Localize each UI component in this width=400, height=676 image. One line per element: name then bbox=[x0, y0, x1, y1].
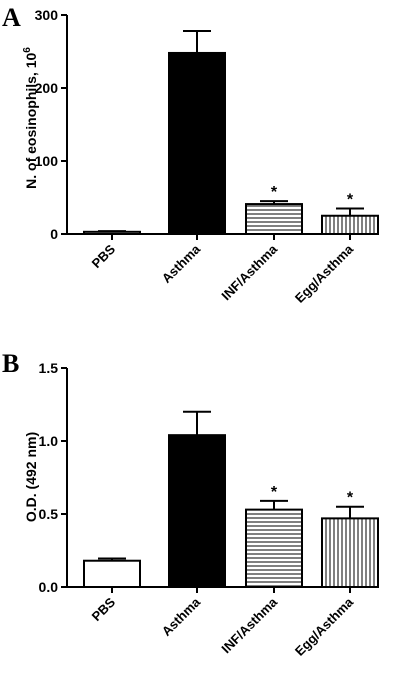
significance-marker: * bbox=[347, 191, 354, 208]
y-tick-label: 100 bbox=[35, 153, 59, 169]
x-tick-label: INF/Asthma bbox=[218, 594, 280, 656]
x-tick-label: Asthma bbox=[159, 594, 204, 639]
x-tick-label: Asthma bbox=[159, 241, 204, 286]
bar bbox=[245, 203, 303, 236]
y-axis-title-b: O.D. (492 nm) bbox=[23, 432, 39, 522]
bar bbox=[321, 517, 379, 589]
bar bbox=[83, 230, 141, 235]
y-tick-label: 0 bbox=[50, 226, 58, 242]
x-tick-label: INF/Asthma bbox=[218, 241, 280, 303]
x-tick-label: PBS bbox=[89, 594, 119, 624]
bar bbox=[168, 51, 226, 235]
bar bbox=[83, 559, 141, 588]
panel-letter-a: A bbox=[2, 3, 21, 32]
y-tick-label: 1.0 bbox=[39, 433, 59, 449]
y-tick-label: 300 bbox=[35, 7, 59, 23]
y-axis-title-a: N. of eosinophils, 106 bbox=[22, 47, 39, 189]
significance-marker: * bbox=[271, 184, 278, 201]
bar bbox=[168, 434, 226, 588]
significance-marker: * bbox=[347, 490, 354, 507]
y-tick-label: 200 bbox=[35, 80, 59, 96]
x-tick-label: PBS bbox=[89, 241, 119, 271]
significance-marker: * bbox=[271, 484, 278, 501]
x-tick-label: Egg/Asthma bbox=[292, 594, 357, 659]
chart-panel-b: B O.D. (492 nm) 0.0 0.5 1.0 1.5 PBS Asthma INF… bbox=[2, 349, 379, 659]
x-tick-label: Egg/Asthma bbox=[292, 241, 357, 306]
chart-panel-a: A N. of eosinophils, 106 0 100 200 300 PBS As… bbox=[2, 3, 379, 306]
bar bbox=[245, 508, 303, 588]
bar bbox=[321, 214, 379, 235]
y-tick-label: 1.5 bbox=[39, 360, 59, 376]
y-tick-label: 0.5 bbox=[39, 506, 59, 522]
y-tick-label: 0.0 bbox=[39, 579, 59, 595]
panel-letter-b: B bbox=[2, 349, 19, 378]
